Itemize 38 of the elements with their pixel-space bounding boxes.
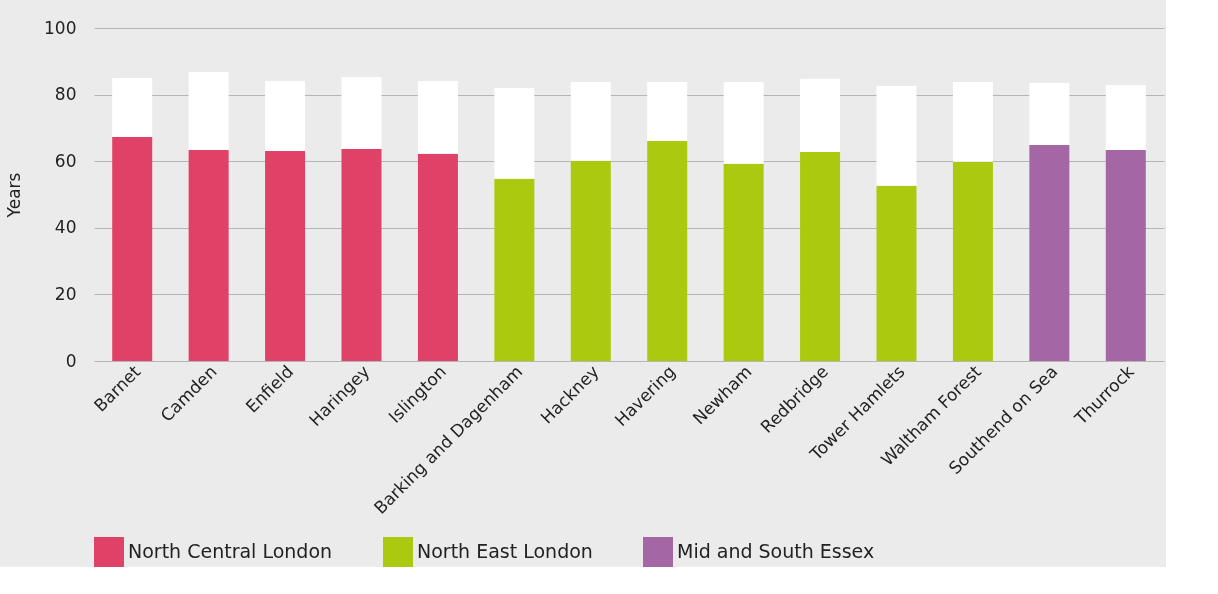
bar <box>952 81 993 162</box>
bar <box>570 160 611 361</box>
bar <box>952 161 993 361</box>
bar <box>876 185 917 361</box>
bar <box>494 87 535 179</box>
bar <box>265 80 306 151</box>
y-tick-label: 80 <box>54 84 77 105</box>
bar <box>494 178 535 361</box>
bar <box>112 136 153 361</box>
y-tick-label: 100 <box>44 17 77 38</box>
bar <box>876 85 917 186</box>
bar <box>723 81 764 164</box>
y-tick-label: 60 <box>54 150 77 171</box>
bar <box>800 78 841 152</box>
bar <box>647 81 688 141</box>
y-tick-label: 0 <box>65 350 77 371</box>
bar <box>1105 149 1146 361</box>
bar <box>417 80 458 154</box>
bar <box>341 76 382 149</box>
bar <box>723 163 764 361</box>
y-tick-label: 40 <box>54 217 77 238</box>
bar <box>570 81 611 161</box>
y-tick-label: 20 <box>54 283 77 304</box>
bar <box>341 148 382 361</box>
bar <box>1029 82 1070 145</box>
legend-label: North Central London <box>128 540 333 562</box>
bar <box>265 150 306 361</box>
y-axis-title: Years <box>4 172 25 219</box>
legend-label: Mid and South Essex <box>677 540 875 562</box>
bar <box>1029 144 1070 361</box>
bar <box>800 151 841 361</box>
bar <box>417 153 458 361</box>
bar <box>188 149 229 361</box>
legend-label: North East London <box>417 540 593 562</box>
bar <box>188 71 229 150</box>
bar <box>1105 84 1146 150</box>
bar <box>112 77 153 137</box>
bar <box>647 140 688 361</box>
